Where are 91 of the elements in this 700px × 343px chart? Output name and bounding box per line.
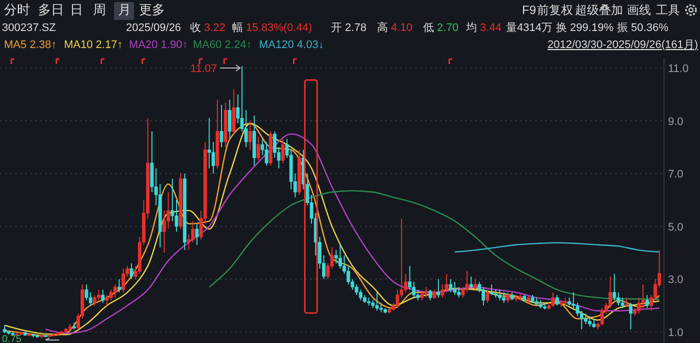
annotation: 11.07: [190, 63, 217, 75]
text: 画线: [627, 3, 651, 17]
candlestick: [264, 141, 268, 166]
candlestick: [584, 312, 588, 324]
candlestick: [453, 281, 456, 296]
candlestick: [101, 289, 105, 304]
text: 低 2.70: [423, 22, 458, 34]
text: MA10 2.17↑: [64, 39, 123, 51]
candlestick: [375, 292, 379, 312]
y-tick-label: 11.0: [668, 63, 689, 76]
text: 前复权: [537, 3, 573, 17]
candlestick: [592, 318, 596, 328]
candlestick: [272, 130, 276, 158]
candlestick: [424, 286, 428, 298]
candlestick: [195, 223, 199, 246]
text: 超级叠加: [575, 3, 623, 17]
text: 2025/09/26: [126, 22, 182, 34]
text: F9: [522, 3, 536, 17]
candlestick: [220, 104, 224, 148]
candlestick: [436, 278, 440, 298]
candlestick: [624, 297, 628, 308]
text: 换 299.19%: [556, 22, 614, 34]
candlestick: [486, 289, 490, 304]
candlestick: [608, 276, 612, 309]
text: 日: [70, 2, 83, 17]
candlestick: [620, 297, 624, 309]
candlestick: [338, 244, 342, 270]
text: 均 3.44: [465, 22, 502, 34]
text: 多日: [38, 2, 64, 17]
candlestick: [97, 289, 100, 301]
text: 振 50.36%: [617, 22, 669, 34]
y-tick-label: 1.0: [668, 326, 684, 339]
candlestick: [588, 316, 592, 328]
candlestick: [232, 88, 236, 134]
candlestick: [150, 130, 154, 193]
text: 开 2.78: [331, 22, 366, 34]
candlestick: [208, 118, 211, 169]
text: 高 4.10: [377, 21, 412, 34]
candlestick: [612, 273, 616, 301]
text: MA20 1.90↑: [129, 39, 188, 51]
candlestick: [404, 273, 408, 293]
text: 量4314万: [506, 22, 552, 34]
candlestick: [122, 268, 126, 293]
candlestick: [645, 294, 649, 309]
y-tick-label: 9.0: [668, 116, 684, 128]
text: 分时: [4, 2, 30, 17]
candlestick: [105, 294, 109, 306]
candlestick: [379, 302, 383, 313]
chart-title: 300237.SZ: [2, 22, 56, 34]
candlestick: [88, 292, 92, 306]
text: 收 3.22: [190, 22, 226, 34]
y-tick-label: 7.0: [668, 168, 684, 181]
text: 幅 15.83%(0.44): [232, 22, 312, 34]
candlestick: [358, 289, 362, 301]
candlestick: [448, 278, 452, 293]
candlestick: [166, 192, 170, 230]
candlestick: [212, 141, 216, 174]
candlestick: [555, 294, 559, 306]
candlestick: [498, 289, 502, 301]
candlestick: [629, 302, 632, 330]
annotation: 0.75: [2, 334, 22, 343]
text: 工具: [656, 3, 680, 17]
text: 月: [118, 2, 131, 17]
candlestick: [130, 262, 134, 280]
text: 周: [93, 2, 106, 17]
candlestick: [428, 289, 432, 301]
candlestick: [162, 210, 166, 254]
candlestick: [469, 276, 473, 290]
candlestick: [244, 110, 248, 148]
candlestick: [113, 284, 117, 298]
candlestick: [474, 278, 477, 290]
candlestick: [432, 289, 436, 300]
text: MA60 2.24↑: [193, 39, 252, 51]
candlestick: [551, 292, 555, 308]
text: MA120 4.03↓: [259, 39, 324, 51]
y-tick-label: 3.0: [668, 274, 684, 286]
candlestick: [117, 278, 121, 293]
text: MA5 2.38↑: [4, 39, 57, 51]
text: 更多: [139, 2, 165, 17]
line-series: [454, 242, 660, 253]
candlestick: [502, 292, 506, 304]
candlestick: [281, 138, 285, 164]
candlestick: [228, 99, 232, 140]
candlestick: [506, 292, 510, 304]
candlestick: [637, 297, 641, 314]
candlestick: [256, 136, 260, 161]
candlestick: [490, 284, 494, 296]
text: 2012/03/30-2025/09/26(161月): [548, 39, 698, 51]
y-tick-label: 5.0: [668, 221, 684, 234]
candlestick: [444, 273, 448, 293]
candlestick: [248, 120, 252, 150]
